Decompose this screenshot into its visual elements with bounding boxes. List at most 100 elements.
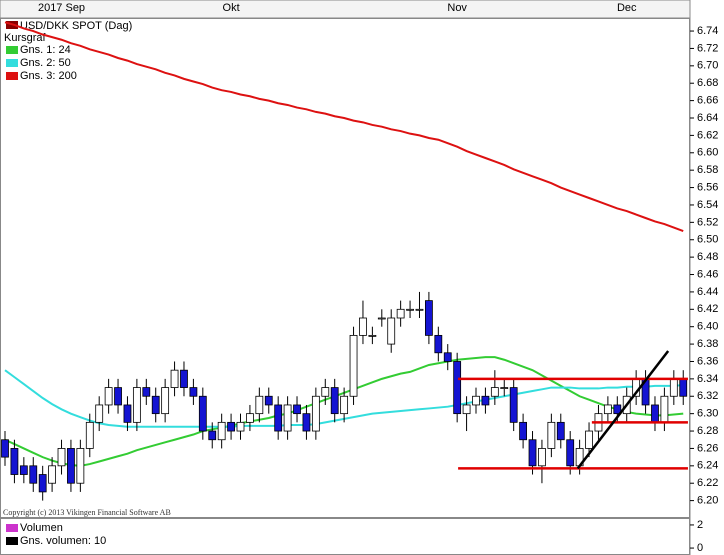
candle-body — [114, 387, 122, 406]
y-tick-label: 6.62 — [697, 129, 718, 141]
candle-body — [48, 465, 56, 484]
y-tick-label: 6.46 — [697, 268, 718, 280]
legend-label: Volumen — [20, 522, 63, 534]
candle-body — [208, 430, 217, 441]
legend-swatch — [6, 72, 18, 80]
y-tick-label: 6.66 — [697, 95, 718, 107]
candle-body — [547, 421, 556, 449]
candle-body — [217, 421, 226, 441]
candle-body — [434, 334, 443, 354]
legend-swatch — [6, 524, 18, 532]
price-panel — [0, 18, 690, 518]
candle-body — [406, 308, 414, 311]
legend-swatch — [6, 46, 18, 54]
y-tick-label: 6.36 — [697, 355, 718, 367]
y-tick-label: 6.38 — [697, 338, 718, 350]
candle-body — [19, 465, 28, 475]
y-tick-label: 6.26 — [697, 442, 718, 454]
candle-body — [104, 387, 113, 406]
y-tick-label: 6.70 — [697, 60, 718, 72]
candle-body — [330, 387, 339, 415]
candle-body — [660, 395, 669, 423]
annotation-line — [576, 350, 670, 470]
candle-body — [528, 439, 537, 467]
candle-body — [293, 404, 301, 415]
candle-body — [368, 334, 377, 337]
candle-body — [246, 413, 254, 423]
y-tick-label: 6.32 — [697, 390, 718, 402]
y-tick-label: 6.58 — [697, 164, 718, 176]
candle-body — [500, 387, 509, 389]
candle-body — [377, 317, 386, 320]
x-tick-label: Nov — [447, 2, 467, 14]
candle-body — [198, 395, 207, 432]
candle-body — [29, 465, 38, 484]
candle-body — [566, 439, 575, 467]
candle-body — [283, 404, 292, 432]
volume-panel — [0, 518, 690, 555]
candle-body — [519, 421, 527, 441]
candle-body — [472, 395, 480, 406]
candle-body — [142, 387, 151, 397]
y-tick-label: 6.74 — [697, 25, 718, 37]
candle-body — [151, 395, 160, 415]
x-tick-label: Okt — [223, 2, 240, 14]
candle-body — [67, 448, 75, 484]
candle-body — [585, 430, 593, 449]
y-tick-label: 6.20 — [697, 495, 718, 507]
y-tick-label: 6.22 — [697, 477, 718, 489]
footnote: Copyright (c) 2013 Vikingen Financial So… — [3, 508, 171, 517]
y-tick-label: 6.54 — [697, 199, 718, 211]
legend-label: Gns. 2: 50 — [20, 57, 71, 69]
candle-body — [311, 395, 320, 432]
candle-body — [57, 448, 66, 467]
candle-body — [556, 421, 565, 441]
candle-body — [679, 378, 688, 397]
candle-body — [669, 378, 678, 397]
candle-body — [443, 352, 452, 362]
candle-body — [462, 404, 471, 415]
candle-body — [603, 404, 612, 415]
candle-body — [396, 308, 405, 319]
candle-body — [509, 387, 518, 423]
candle-body — [302, 413, 311, 432]
legend-label: Gns. 3: 200 — [20, 70, 77, 82]
time-axis-bar — [0, 0, 691, 19]
y-tick-label: 6.28 — [697, 425, 718, 437]
y-tick-label: 6.64 — [697, 112, 718, 124]
candle-body — [340, 395, 349, 415]
legend-swatch — [6, 59, 18, 67]
candle-body — [490, 387, 499, 397]
y-tick-label: 6.34 — [697, 373, 718, 385]
candle-body — [349, 334, 358, 397]
candle-body — [95, 404, 104, 423]
candle-body — [538, 448, 546, 467]
candle-body — [274, 404, 283, 432]
candle-body — [10, 448, 19, 475]
candle-body — [180, 369, 188, 388]
y-tick-label: 6.24 — [697, 460, 718, 472]
candle-body — [359, 317, 367, 336]
candle-body — [321, 387, 330, 397]
legend-swatch — [6, 537, 18, 545]
candle-body — [613, 404, 622, 415]
y-tick-label: 6.60 — [697, 147, 718, 159]
legend-label: Gns. volumen: 10 — [20, 535, 106, 547]
x-tick-label: 2017 Sep — [38, 2, 85, 14]
candle-body — [38, 474, 47, 493]
y-tick-label: 6.56 — [697, 181, 718, 193]
candle-body — [170, 369, 179, 388]
moving-average — [4, 21, 684, 232]
chart-title: USD/DKK SPOT (Dag) — [20, 20, 132, 32]
candle-body — [161, 387, 170, 415]
candle-body — [123, 404, 132, 423]
y-tick-label: 6.44 — [697, 286, 718, 298]
x-tick-label: Dec — [617, 2, 637, 14]
y-tick-label: 6.40 — [697, 321, 718, 333]
y-tick-label: 2 — [697, 519, 703, 531]
candle-body — [387, 317, 396, 345]
candle-body — [189, 387, 198, 397]
candle-body — [264, 395, 273, 406]
candle-body — [1, 439, 9, 458]
